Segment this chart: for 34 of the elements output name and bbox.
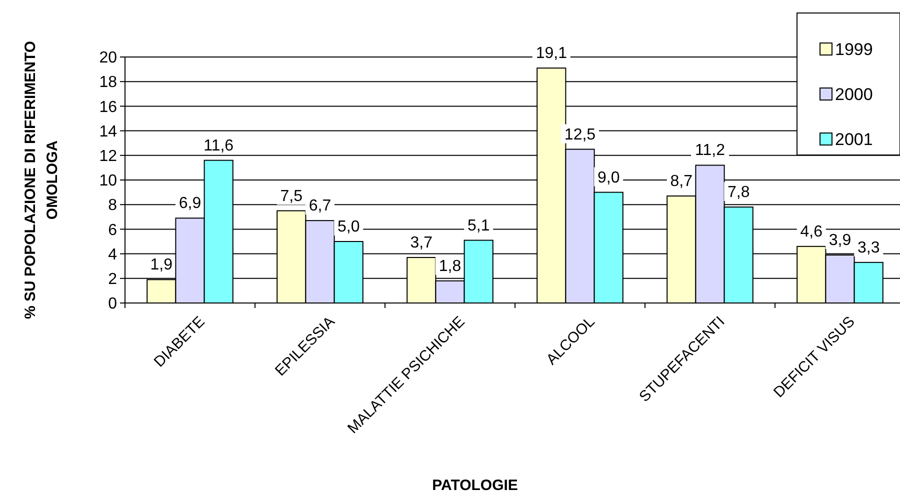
data-label: 4,6 xyxy=(800,223,823,240)
data-label: 5,1 xyxy=(467,217,490,234)
x-axis-title: PATOLOGIE xyxy=(432,477,518,494)
legend-label: 2001 xyxy=(835,130,873,149)
data-label: 3,9 xyxy=(828,232,852,250)
data-label: 11,2 xyxy=(695,142,726,160)
data-label: 5,0 xyxy=(337,218,360,236)
data-label: 7,8 xyxy=(727,184,750,202)
legend-label: 2000 xyxy=(835,84,873,104)
data-label: 8,7 xyxy=(670,172,693,190)
data-label: 1,8 xyxy=(438,258,462,275)
y-tick-label: 14 xyxy=(99,123,118,140)
data-label: 3,7 xyxy=(410,234,433,252)
y-tick-label: 6 xyxy=(108,222,118,239)
data-label: 9,0 xyxy=(597,169,620,186)
data-label: 12,5 xyxy=(564,126,596,144)
data-label: 19,1 xyxy=(536,45,568,62)
data-label: 6,7 xyxy=(308,198,332,215)
data-label: 11,6 xyxy=(204,137,234,154)
y-tick-label: 12 xyxy=(99,148,118,165)
y-tick-label: 4 xyxy=(108,246,118,264)
data-label: 7,5 xyxy=(280,188,303,205)
y-tick-label: 10 xyxy=(99,172,118,190)
y-tick-label: 2 xyxy=(108,271,118,288)
data-label: 6,9 xyxy=(178,195,202,212)
data-label: 1,9 xyxy=(150,256,173,274)
data-label: 3,3 xyxy=(857,239,880,256)
y-tick-label: 16 xyxy=(99,98,118,116)
y-tick-label: 0 xyxy=(108,296,118,313)
y-axis-title: % SU POPOLAZIONE DI RIFERIMENTO OMOLOGA xyxy=(22,40,61,320)
y-tick-label: 20 xyxy=(99,50,118,67)
y-tick-label: 8 xyxy=(108,197,118,214)
y-tick-label: 18 xyxy=(99,74,118,92)
legend-label: 1999 xyxy=(835,40,873,59)
